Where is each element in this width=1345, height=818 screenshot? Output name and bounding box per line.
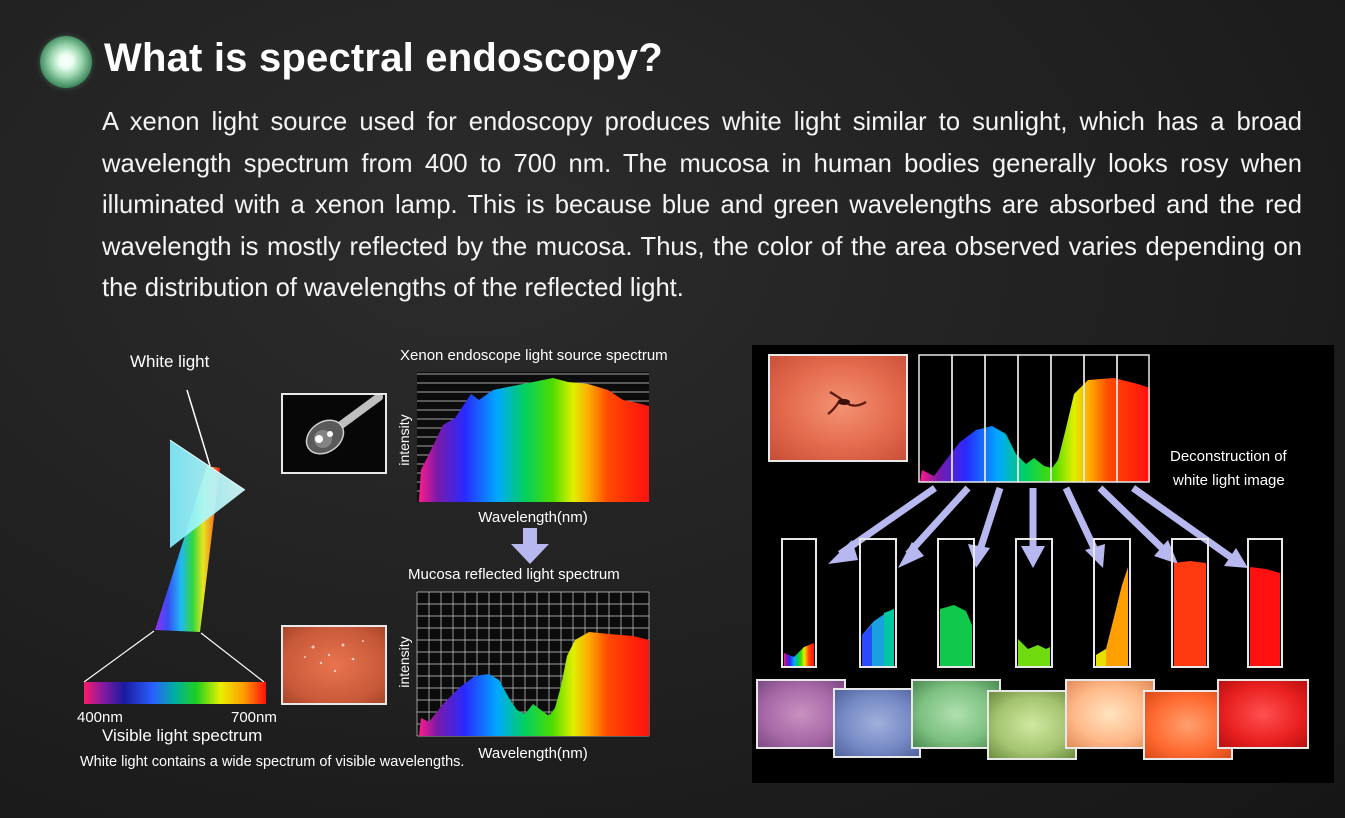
composite-spectrum-area <box>920 378 1150 482</box>
page-title: What is spectral endoscopy? <box>104 36 663 80</box>
arrow-1-head <box>828 540 858 564</box>
xenon-spectrum-chart: intensity Wavelength(nm) <box>396 372 649 526</box>
mucosa-xlabel: Wavelength(nm) <box>478 745 587 762</box>
mucosa-spectrum-area <box>419 632 649 736</box>
band-strips <box>781 538 1283 668</box>
white-light-label: White light <box>130 352 210 371</box>
deconstruction-label-1: Deconstruction of <box>1170 448 1287 465</box>
band-strip-2 <box>859 538 897 668</box>
deconstruction-label-2: white light image <box>1173 472 1285 489</box>
arrow-6 <box>1097 485 1167 553</box>
xenon-ylabel: intensity <box>396 414 412 465</box>
visible-spectrum-bar <box>84 682 266 704</box>
band-strip-7 <box>1247 538 1283 668</box>
arrow-2 <box>905 485 971 557</box>
scale-max-label: 700nm <box>231 709 277 726</box>
prism-diagram <box>83 389 265 683</box>
band-image-5 <box>1065 679 1155 749</box>
white-light-ray <box>186 389 211 467</box>
title-bullet-icon <box>40 36 92 88</box>
xenon-xlabel: Wavelength(nm) <box>478 509 587 526</box>
mucosa-photo <box>281 625 387 705</box>
band-image-3 <box>911 679 1001 749</box>
band-strip-4 <box>1015 538 1053 668</box>
spectrum-label: Visible light spectrum <box>102 726 263 745</box>
band-image-4 <box>987 690 1077 760</box>
mucosa-chart-title: Mucosa reflected light spectrum <box>408 566 620 583</box>
arrow-3 <box>976 486 1004 552</box>
band-strip-5 <box>1093 538 1131 668</box>
band-image-2 <box>833 688 921 758</box>
band-strip-3 <box>937 538 975 668</box>
mucosa-ylabel: intensity <box>396 636 412 687</box>
band-strip-1 <box>781 538 817 668</box>
band-image-1 <box>756 679 846 749</box>
prism-icon <box>170 440 245 548</box>
arrow-1 <box>838 485 937 557</box>
arrow-5 <box>1062 486 1099 552</box>
band-strip-6 <box>1171 538 1209 668</box>
xenon-chart-title: Xenon endoscope light source spectrum <box>400 347 668 364</box>
arrow-7 <box>1130 485 1235 561</box>
prism-caption: White light contains a wide spectrum of … <box>80 754 465 770</box>
xenon-spectrum-area <box>419 378 649 502</box>
endoscope-tip-photo <box>281 393 387 474</box>
down-arrow-icon <box>511 528 549 564</box>
composite-spectrum <box>918 354 1150 484</box>
white-light-image <box>768 354 908 462</box>
band-image-7 <box>1217 679 1309 749</box>
intro-paragraph: A xenon light source used for endoscopy … <box>102 108 1302 302</box>
mucosa-spectrum-chart: intensity Wavelength(nm) <box>396 591 650 762</box>
scale-min-label: 400nm <box>77 709 123 726</box>
